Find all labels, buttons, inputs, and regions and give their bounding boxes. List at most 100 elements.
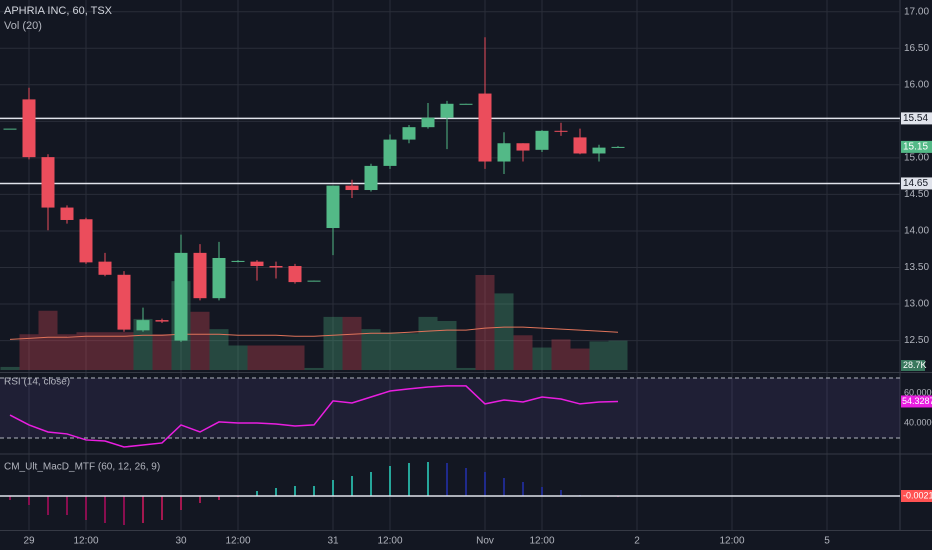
x-tick-label: 12:00	[377, 536, 402, 547]
candle-body	[193, 252, 207, 299]
volume-label: 28.7K	[903, 360, 927, 370]
rsi-label: 54.3287	[902, 396, 932, 406]
macd-bar	[332, 480, 334, 496]
candle-body	[478, 93, 492, 162]
candle-body	[611, 146, 625, 148]
macd-bar	[541, 487, 543, 496]
x-tick-label: 12:00	[529, 536, 554, 547]
candle-body	[440, 103, 454, 118]
candle-body	[345, 185, 359, 191]
y-tick-label: 13.50	[904, 262, 929, 273]
volume-bar	[323, 316, 343, 370]
volume-bar	[133, 318, 153, 370]
candle-body	[155, 320, 169, 322]
candle-body	[250, 261, 264, 267]
macd-bar	[9, 496, 11, 500]
volume-bar	[228, 345, 248, 370]
macd-bar	[465, 468, 467, 496]
candle-body	[3, 128, 17, 130]
volume-bar	[76, 332, 96, 370]
candle-body	[212, 257, 226, 299]
y-tick-label: 16.00	[904, 79, 929, 90]
volume-label-box	[901, 360, 925, 371]
hline-label: 14.65	[903, 178, 928, 189]
last-price-label: 15.15	[903, 142, 928, 153]
volume-bar	[304, 367, 324, 370]
hline-label: 15.54	[903, 113, 928, 124]
macd-bar	[66, 496, 68, 515]
candle-body	[535, 130, 549, 150]
candle-body	[22, 99, 36, 158]
volume-bar	[57, 334, 77, 370]
macd-bar	[256, 491, 258, 496]
candle-body	[554, 130, 568, 132]
macd-bar	[446, 463, 448, 496]
volume-bar	[608, 340, 628, 370]
volume-bar	[399, 333, 419, 370]
macd-bar	[199, 496, 201, 503]
volume-bar	[0, 366, 20, 370]
macd-bar	[180, 496, 182, 510]
candle-body	[516, 143, 530, 151]
macd-bar	[104, 496, 106, 523]
macd-bar	[47, 496, 49, 515]
candle-body	[307, 280, 321, 282]
x-tick-label: Nov	[476, 536, 494, 547]
candle-body	[421, 117, 435, 128]
macd-bar	[142, 496, 144, 523]
volume-bar	[551, 339, 571, 370]
macd-label-box	[901, 490, 932, 502]
x-tick-label: 12:00	[719, 536, 744, 547]
macd-bar	[161, 496, 163, 520]
volume-bar	[152, 334, 172, 370]
y-tick-label: 16.50	[904, 43, 929, 54]
volume-bar	[95, 332, 115, 370]
volume-bar	[456, 367, 476, 370]
x-tick-label: 12:00	[73, 536, 98, 547]
pane-title: CM_Ult_MacD_MTF (60, 12, 26, 9)	[4, 462, 160, 473]
macd-bar	[522, 482, 524, 496]
y-tick-label: 13.00	[904, 299, 929, 310]
volume-bar	[494, 293, 514, 370]
subtitle: Vol (20)	[4, 20, 42, 32]
candle-body	[364, 165, 378, 191]
macd-bar	[218, 496, 220, 500]
macd-bar	[389, 466, 391, 496]
candle-body	[402, 127, 416, 140]
pane-title: RSI (14, close)	[4, 377, 70, 388]
y-tick-label: 40.0000	[904, 417, 932, 427]
candle-body	[497, 143, 511, 162]
volume-bar	[190, 311, 210, 370]
macd-bar	[123, 496, 125, 525]
macd-bar	[351, 476, 353, 496]
y-tick-label: 60.0000	[904, 387, 932, 397]
x-tick-label: 30	[175, 536, 187, 547]
y-tick-label: 14.00	[904, 226, 929, 237]
candle-body	[41, 157, 55, 208]
rsi-band-fill	[0, 377, 900, 438]
macd-bar	[275, 488, 277, 496]
volume-bar	[247, 345, 267, 370]
volume-bar	[19, 334, 39, 370]
macd-bar	[484, 472, 486, 496]
volume-bar	[437, 320, 457, 370]
macd-bar	[560, 490, 562, 496]
y-tick-label: 15.00	[904, 153, 929, 164]
macd-bar	[503, 478, 505, 496]
macd-label: -0.0021	[903, 490, 932, 500]
volume-bar	[361, 329, 381, 370]
candle-body	[174, 252, 188, 341]
last-price-box	[901, 140, 932, 153]
macd-bar	[370, 472, 372, 496]
volume-bar	[475, 275, 495, 370]
hline-label-box	[901, 177, 932, 190]
volume-bar	[513, 335, 533, 370]
volume-bar	[380, 332, 400, 370]
volume-bar	[38, 310, 58, 370]
macd-bar	[85, 496, 87, 520]
volume-bar	[570, 348, 590, 370]
candle-body	[592, 147, 606, 154]
candle-body	[269, 266, 283, 268]
candle-body	[79, 219, 93, 263]
